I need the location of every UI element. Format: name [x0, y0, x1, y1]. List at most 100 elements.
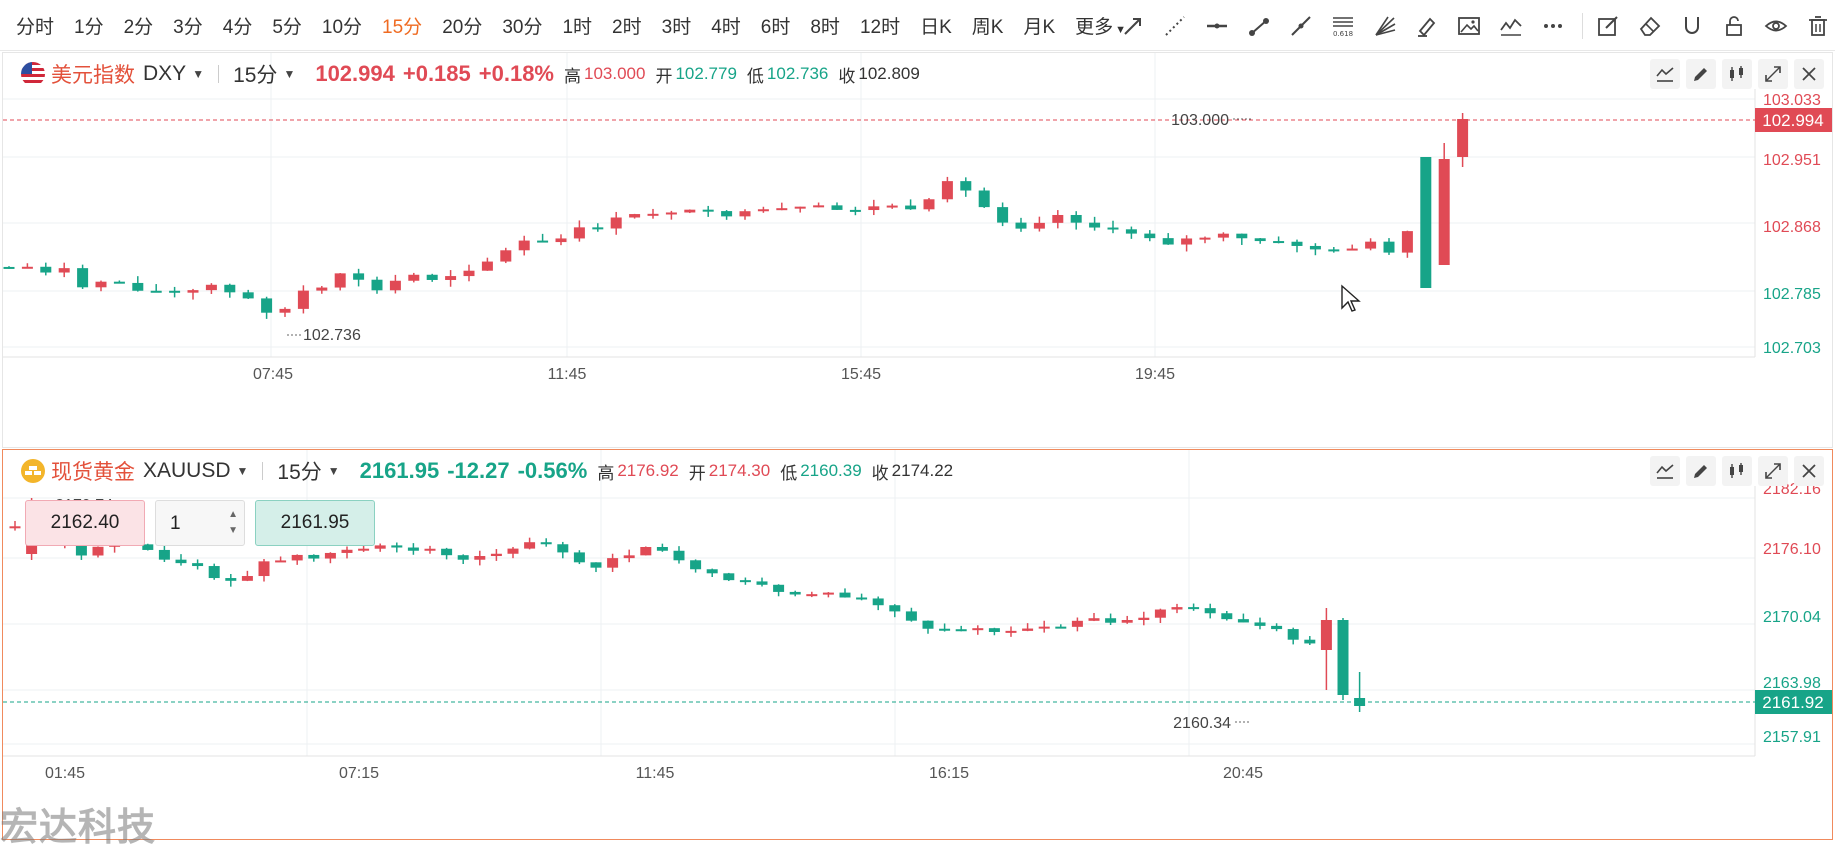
- fullscreen-button[interactable]: [1758, 456, 1788, 486]
- dxy-candlestick-chart[interactable]: 103.033 102.951 102.868 102.785 102.703 102.9…: [3, 53, 1832, 447]
- chart-type-button[interactable]: [1722, 456, 1752, 486]
- symbol-dropdown-icon[interactable]: ▼: [236, 464, 249, 478]
- drawing-tools: 0.618: [1118, 0, 1835, 51]
- interval-dropdown-icon[interactable]: ▼: [283, 67, 296, 81]
- more-periods-menu[interactable]: 更多 ▼: [1075, 12, 1126, 39]
- dxy-chart-panel[interactable]: 103.033 102.951 102.868 102.785 102.703 102.9…: [2, 52, 1833, 448]
- candle: [389, 274, 401, 294]
- tab-period-7[interactable]: 15分: [382, 17, 423, 38]
- candle: [316, 285, 328, 294]
- high-price-marker: 103.000: [1171, 112, 1229, 129]
- tab-period-18[interactable]: 周K: [971, 17, 1004, 38]
- period-tabs: 分时 1分 2分 3分 4分 5分 10分 15分 20分 30分 1时 2时 3时 4时 6时 8时 12时日…: [16, 0, 1146, 51]
- close-panel-button[interactable]: [1794, 456, 1824, 486]
- candle: [1346, 244, 1358, 251]
- indicator-button[interactable]: [1650, 59, 1680, 89]
- candle: [158, 544, 170, 563]
- edit-tool[interactable]: [1593, 11, 1623, 41]
- current-price-tag: [1755, 690, 1832, 714]
- tab-period-5[interactable]: 5分: [272, 17, 302, 38]
- arrow-line-icon: [1124, 17, 1141, 35]
- tab-period-14[interactable]: 6时: [760, 17, 791, 38]
- candle: [590, 562, 602, 573]
- tab-period-3[interactable]: 3分: [173, 17, 203, 38]
- candle: [673, 546, 685, 564]
- magnet-tool[interactable]: [1677, 11, 1707, 41]
- time-axis-label: 20:45: [1223, 765, 1263, 782]
- tab-period-0[interactable]: 分时: [16, 17, 55, 38]
- fan-tool[interactable]: [1370, 11, 1400, 41]
- horizontal-line-tool[interactable]: [1202, 11, 1232, 41]
- candle: [1052, 210, 1064, 229]
- time-axis-label: 15:45: [841, 366, 881, 383]
- candle: [142, 543, 154, 551]
- draw-button[interactable]: [1686, 456, 1716, 486]
- candle: [540, 538, 552, 547]
- horizontal-line-icon: [1207, 23, 1227, 28]
- candle: [40, 262, 52, 276]
- fibonacci-tool[interactable]: 0.618: [1328, 11, 1358, 41]
- candle: [607, 553, 619, 572]
- candle: [1237, 613, 1249, 623]
- tab-period-19[interactable]: 月K: [1023, 17, 1056, 38]
- tab-period-4[interactable]: 4分: [222, 17, 253, 38]
- dxy-symbol[interactable]: DXY: [143, 62, 187, 85]
- quantity-stepper[interactable]: ▲▼: [155, 500, 245, 547]
- tab-period-6[interactable]: 10分: [321, 17, 363, 38]
- xauusd-name[interactable]: 现货黄金: [51, 461, 135, 484]
- candle: [1171, 603, 1183, 614]
- candle: [955, 625, 967, 632]
- tab-period-2[interactable]: 2分: [123, 17, 154, 38]
- sell-button[interactable]: 2162.40: [25, 500, 145, 546]
- xauusd-interval[interactable]: 15分: [277, 461, 322, 484]
- dxy-open-label: 开: [655, 66, 673, 86]
- xauusd-symbol[interactable]: XAUUSD: [143, 459, 231, 482]
- more-tools[interactable]: [1538, 11, 1568, 41]
- delete-tool[interactable]: [1803, 11, 1833, 41]
- dxy-name[interactable]: 美元指数: [51, 64, 135, 87]
- interval-dropdown-icon[interactable]: ▼: [327, 464, 340, 478]
- segment-icon: [1249, 17, 1269, 36]
- buy-button[interactable]: 2161.95: [255, 500, 375, 546]
- candle: [334, 273, 346, 291]
- candle: [21, 263, 33, 269]
- visibility-tool[interactable]: [1761, 11, 1791, 41]
- tab-period-13[interactable]: 4时: [711, 17, 741, 38]
- tab-period-12[interactable]: 3时: [661, 17, 692, 38]
- candle: [1204, 603, 1216, 619]
- tab-period-16[interactable]: 12时: [859, 17, 901, 38]
- draw-button[interactable]: [1686, 59, 1716, 89]
- lock-tool[interactable]: [1719, 11, 1749, 41]
- candles-icon: [1730, 463, 1743, 478]
- eraser-tool[interactable]: [1635, 11, 1665, 41]
- indicator-tool[interactable]: [1496, 11, 1526, 41]
- xauusd-chart-panel[interactable]: 2182.16 2176.10 2170.04 2163.98 2157.91 2161.…: [2, 449, 1833, 840]
- quantity-input[interactable]: [156, 501, 232, 547]
- candle: [723, 572, 735, 582]
- pen-tool[interactable]: [1412, 11, 1442, 41]
- trash-icon: [1809, 15, 1827, 36]
- candle: [291, 554, 303, 565]
- image-tool[interactable]: [1454, 11, 1484, 41]
- candle: [656, 543, 668, 552]
- symbol-dropdown-icon[interactable]: ▼: [192, 67, 205, 81]
- extended-line-tool[interactable]: [1160, 11, 1190, 41]
- stepper-arrows-icon[interactable]: ▲ ▼: [228, 509, 238, 536]
- chart-type-button[interactable]: [1722, 59, 1752, 89]
- dxy-interval[interactable]: 15分: [233, 64, 278, 87]
- segment-tool[interactable]: [1244, 11, 1274, 41]
- candle: [391, 542, 403, 553]
- tab-period-8[interactable]: 20分: [442, 17, 483, 38]
- tab-period-9[interactable]: 30分: [502, 17, 543, 38]
- tab-period-1[interactable]: 1分: [74, 17, 104, 38]
- tab-period-10[interactable]: 1时: [562, 17, 593, 38]
- indicator-button[interactable]: [1650, 456, 1680, 486]
- tab-period-17[interactable]: 日K: [920, 17, 952, 38]
- tab-period-11[interactable]: 2时: [612, 17, 642, 38]
- trend-line-tool[interactable]: [1286, 11, 1316, 41]
- fullscreen-button[interactable]: [1758, 59, 1788, 89]
- ray-line-tool[interactable]: [1118, 11, 1148, 41]
- tab-period-15[interactable]: 8时: [810, 17, 840, 38]
- candle: [518, 235, 530, 256]
- close-panel-button[interactable]: [1794, 59, 1824, 89]
